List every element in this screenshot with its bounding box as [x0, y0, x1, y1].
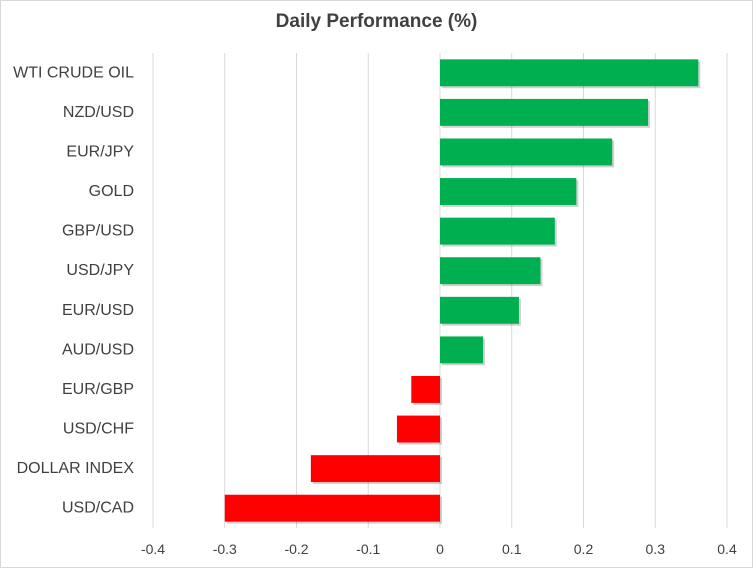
category-label: USD/CHF — [63, 421, 134, 438]
category-label: EUR/USD — [62, 302, 134, 319]
category-label: GOLD — [89, 183, 134, 200]
category-label: DOLLAR INDEX — [17, 460, 135, 477]
x-tick-label: 0.4 — [717, 541, 737, 557]
bar-usd-cad — [224, 494, 440, 522]
category-label: NZD/USD — [63, 104, 134, 121]
x-tick-label: 0 — [436, 541, 444, 557]
category-label: USD/JPY — [66, 262, 134, 279]
category-label: AUD/USD — [62, 341, 134, 358]
x-tick-label: -0.4 — [141, 541, 165, 557]
x-tick-label: -0.3 — [213, 541, 237, 557]
bar-dollar-index — [310, 455, 440, 483]
bar-aud-usd — [440, 336, 484, 364]
bar-wti-crude-oil — [440, 59, 699, 87]
bar-eur-jpy — [440, 138, 613, 166]
category-label: GBP/USD — [62, 223, 134, 240]
x-tick-label: -0.1 — [356, 541, 380, 557]
bar-gold — [440, 178, 577, 205]
x-tick-label: 0.1 — [502, 541, 522, 557]
bar-nzd-usd — [440, 98, 649, 126]
bar-usd-chf — [396, 415, 440, 443]
bar-gbp-usd — [440, 217, 555, 245]
category-label: USD/CAD — [62, 500, 134, 517]
category-label: EUR/GBP — [62, 381, 134, 398]
bar-usd-jpy — [440, 257, 541, 285]
chart-title: Daily Performance (%) — [275, 11, 478, 32]
category-label: EUR/JPY — [66, 143, 134, 160]
bar-eur-gbp — [411, 376, 440, 403]
x-tick-label: 0.2 — [574, 541, 594, 557]
bar-eur-usd — [440, 296, 519, 324]
x-tick-label: -0.2 — [284, 541, 308, 557]
category-label: WTI CRUDE OIL — [13, 64, 134, 81]
x-tick-label: 0.3 — [646, 541, 666, 557]
